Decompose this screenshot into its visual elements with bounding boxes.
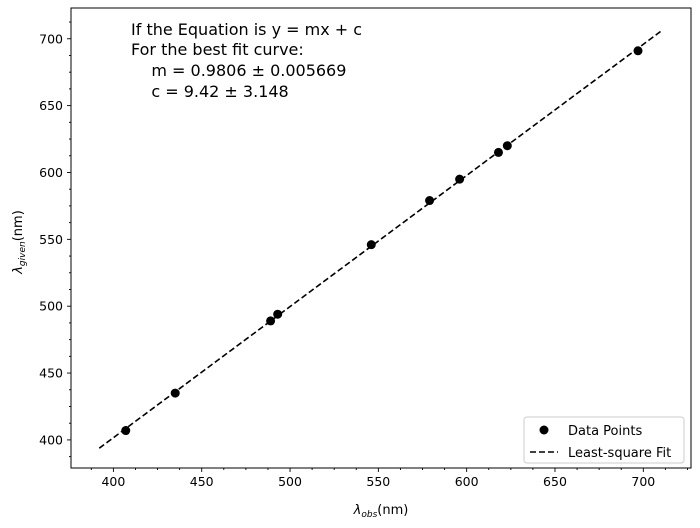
data-point xyxy=(493,147,503,157)
data-point xyxy=(502,141,512,151)
annotation-line-2: For the best fit curve: xyxy=(131,40,304,59)
y-tick-label: 650 xyxy=(39,98,63,113)
x-tick-label: 550 xyxy=(366,474,390,489)
legend-box xyxy=(523,416,685,464)
data-point xyxy=(633,46,643,56)
legend-marker-data-points xyxy=(539,425,549,435)
data-point xyxy=(121,426,131,436)
x-tick-label: 650 xyxy=(543,474,567,489)
y-axis-label-unit: (nm) xyxy=(11,210,26,241)
x-tick-label: 500 xyxy=(278,474,302,489)
x-axis-label-symbol: λ xyxy=(353,503,362,518)
x-tick-label: 450 xyxy=(190,474,214,489)
x-axis-label-subscript: obs xyxy=(361,510,377,520)
x-axis-label: λobs(nm) xyxy=(353,503,409,520)
y-tick-label: 400 xyxy=(39,432,63,447)
x-tick-label: 700 xyxy=(631,474,655,489)
data-point xyxy=(455,174,465,184)
y-axis-label-subscript: given xyxy=(18,241,28,266)
annotation-line-3: m = 0.9806 ± 0.005669 xyxy=(131,61,346,80)
y-tick-label: 450 xyxy=(39,366,63,381)
x-tick-label: 400 xyxy=(101,474,125,489)
annotation-line-1: If the Equation is y = mx + c xyxy=(131,20,362,39)
data-point xyxy=(366,240,376,250)
y-tick-label: 700 xyxy=(39,31,63,46)
data-point xyxy=(273,309,283,319)
legend-label-fit: Least-square Fit xyxy=(568,446,671,461)
y-tick-label: 550 xyxy=(39,232,63,247)
y-axis-label: λgiven(nm) xyxy=(11,210,28,275)
y-tick-label: 500 xyxy=(39,299,63,314)
x-tick-label: 600 xyxy=(455,474,479,489)
legend-label-data-points: Data Points xyxy=(568,424,642,439)
x-axis-label-unit: (nm) xyxy=(377,503,408,518)
y-tick-label: 600 xyxy=(39,165,63,180)
axis-ticks: 400 450 500 550 600 650 700 400 450 500 550 600 650 7… xyxy=(39,21,688,489)
annotation-block: If the Equation is y = mx + c For the be… xyxy=(131,20,362,101)
y-axis-label-symbol: λ xyxy=(11,266,26,275)
annotation-line-4: c = 9.42 ± 3.148 xyxy=(131,82,289,101)
data-points-group xyxy=(121,46,643,436)
data-point xyxy=(170,388,180,398)
legend: Data Points Least-square Fit xyxy=(523,416,685,464)
plot-frame xyxy=(70,7,692,469)
data-point xyxy=(266,316,276,326)
data-point xyxy=(425,196,435,206)
